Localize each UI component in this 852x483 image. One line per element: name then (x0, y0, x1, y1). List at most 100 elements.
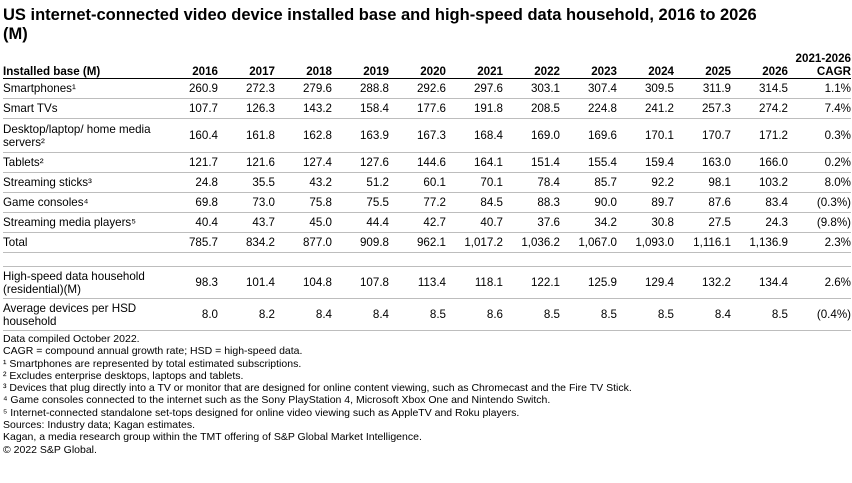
table-cell: 8.5 (503, 298, 560, 331)
table-cell: 8.0 (171, 298, 218, 331)
spacer-row (3, 252, 851, 267)
table-cell: 34.2 (560, 212, 617, 233)
table-cell: 121.7 (171, 152, 218, 173)
year-header: 2024 (617, 48, 674, 79)
footnotes: Data compiled October 2022. CAGR = compo… (3, 333, 849, 456)
footnote: © 2022 S&P Global. (3, 443, 97, 456)
year-header: 2019 (332, 48, 389, 79)
table-row: High-speed data household (residential)(… (3, 266, 851, 299)
cagr-cell: 1.1% (788, 78, 851, 99)
table-cell: 303.1 (503, 78, 560, 99)
table-cell: 1,036.2 (503, 232, 560, 253)
table-row: Game consoles⁴ 69.8 73.0 75.8 75.5 77.2 84.5 88… (3, 192, 851, 213)
footnote: ⁵ Internet-connected standalone set-tops… (3, 406, 520, 419)
data-table: Installed base (M) 2016 2017 2018 2019 2… (3, 48, 851, 331)
table-cell: 155.4 (560, 152, 617, 173)
footnote: Data compiled October 2022. (3, 333, 140, 345)
table-cell: 84.5 (446, 192, 503, 213)
footnote: ¹ Smartphones are represented by total e… (3, 357, 302, 370)
row-label: Streaming media players⁵ (3, 212, 171, 233)
table-cell: 51.2 (332, 172, 389, 193)
chart-title: US internet-connected video device insta… (3, 6, 757, 43)
table-cell: 90.0 (560, 192, 617, 213)
table-cell: 8.4 (275, 298, 332, 331)
table-cell: 1,093.0 (617, 232, 674, 253)
table-cell: 1,067.0 (560, 232, 617, 253)
table-cell: 241.2 (617, 98, 674, 119)
table-cell: 834.2 (218, 232, 275, 253)
cagr-header: 2021-2026 CAGR (788, 48, 851, 79)
table-cell: 877.0 (275, 232, 332, 253)
table-cell: 113.4 (389, 266, 446, 299)
cagr-cell: 0.2% (788, 152, 851, 173)
row-label: Smartphones¹ (3, 78, 171, 99)
table-cell: 24.8 (171, 172, 218, 193)
table-cell: 257.3 (674, 98, 731, 119)
table-cell: 40.4 (171, 212, 218, 233)
table-cell: 98.1 (674, 172, 731, 193)
table-cell: 42.7 (389, 212, 446, 233)
table-cell: 151.4 (503, 152, 560, 173)
table-cell: 224.8 (560, 98, 617, 119)
table-row: Desktop/laptop/ home media servers² 160.4… (3, 118, 851, 153)
row-label: Smart TVs (3, 98, 171, 119)
row-label: Game consoles⁴ (3, 192, 171, 213)
year-header: 2023 (560, 48, 617, 79)
cagr-cell: (0.3%) (788, 192, 851, 213)
table-cell: 121.6 (218, 152, 275, 173)
table-cell: 98.3 (171, 266, 218, 299)
table-cell: 8.2 (218, 298, 275, 331)
table-cell: 8.5 (560, 298, 617, 331)
table-cell: 118.1 (446, 266, 503, 299)
table-cell: 169.6 (560, 118, 617, 153)
cagr-cell: 8.0% (788, 172, 851, 193)
table-cell: 127.4 (275, 152, 332, 173)
year-header: 2016 (171, 48, 218, 79)
table-cell: 166.0 (731, 152, 788, 173)
row-label: High-speed data household (residential)(… (3, 266, 171, 299)
table-cell: 75.8 (275, 192, 332, 213)
table-cell: 44.4 (332, 212, 389, 233)
cagr-cell: 2.6% (788, 266, 851, 299)
row-label: Tablets² (3, 152, 171, 173)
table-cell: 24.3 (731, 212, 788, 233)
cagr-cell: 2.3% (788, 232, 851, 253)
table-cell: 191.8 (446, 98, 503, 119)
table-cell: 27.5 (674, 212, 731, 233)
table-cell: 161.8 (218, 118, 275, 153)
cagr-cell: (9.8%) (788, 212, 851, 233)
spacer-cell (3, 252, 851, 267)
table-cell: 170.7 (674, 118, 731, 153)
table-cell: 43.7 (218, 212, 275, 233)
table-cell: 30.8 (617, 212, 674, 233)
table-cell: 125.9 (560, 266, 617, 299)
table-cell: 134.4 (731, 266, 788, 299)
footnote: ² Excludes enterprise desktops, laptops … (3, 369, 244, 382)
table-cell: 107.8 (332, 266, 389, 299)
table-cell: 279.6 (275, 78, 332, 99)
table-cell: 8.5 (731, 298, 788, 331)
cagr-cell: (0.4%) (788, 298, 851, 331)
table-cell: 132.2 (674, 266, 731, 299)
table-row: Tablets² 121.7 121.6 127.4 127.6 144.6 164.1 15… (3, 152, 851, 173)
table-row: Average devices per HSD household 8.0 8.2 8… (3, 298, 851, 331)
table-cell: 314.5 (731, 78, 788, 99)
table-cell: 103.2 (731, 172, 788, 193)
table-cell: 75.5 (332, 192, 389, 213)
table-cell: 83.4 (731, 192, 788, 213)
table-cell: 8.5 (389, 298, 446, 331)
year-header: 2026 (731, 48, 788, 79)
table-row: Smart TVs 107.7 126.3 143.2 158.4 177.6 191.8 2… (3, 98, 851, 119)
table-cell: 909.8 (332, 232, 389, 253)
table-cell: 167.3 (389, 118, 446, 153)
table-row: Streaming sticks³ 24.8 35.5 43.2 51.2 60.1 70.… (3, 172, 851, 193)
table-cell: 162.8 (275, 118, 332, 153)
table-cell: 1,116.1 (674, 232, 731, 253)
table-cell: 37.6 (503, 212, 560, 233)
table-cell: 171.2 (731, 118, 788, 153)
table-cell: 126.3 (218, 98, 275, 119)
table-cell: 144.6 (389, 152, 446, 173)
cagr-header-line2: CAGR (816, 65, 851, 78)
table-cell: 8.4 (332, 298, 389, 331)
table-cell: 785.7 (171, 232, 218, 253)
